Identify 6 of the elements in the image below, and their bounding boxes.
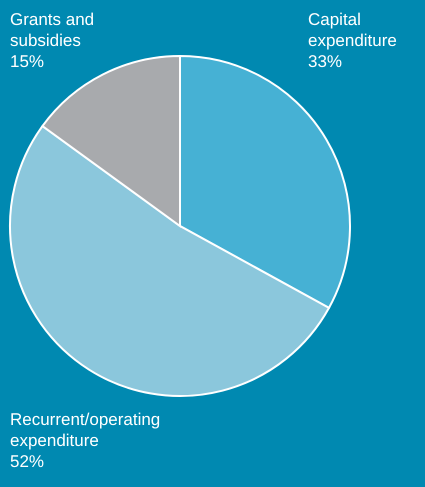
data-label: 33% xyxy=(308,52,342,71)
slice-label: Capital expenditure xyxy=(308,10,397,50)
data-label: 15% xyxy=(10,52,44,71)
slice-label: Recurrent/operating expenditure xyxy=(10,410,160,450)
slice-label: Grants and subsidies xyxy=(10,10,94,50)
data-label: 52% xyxy=(10,452,44,471)
